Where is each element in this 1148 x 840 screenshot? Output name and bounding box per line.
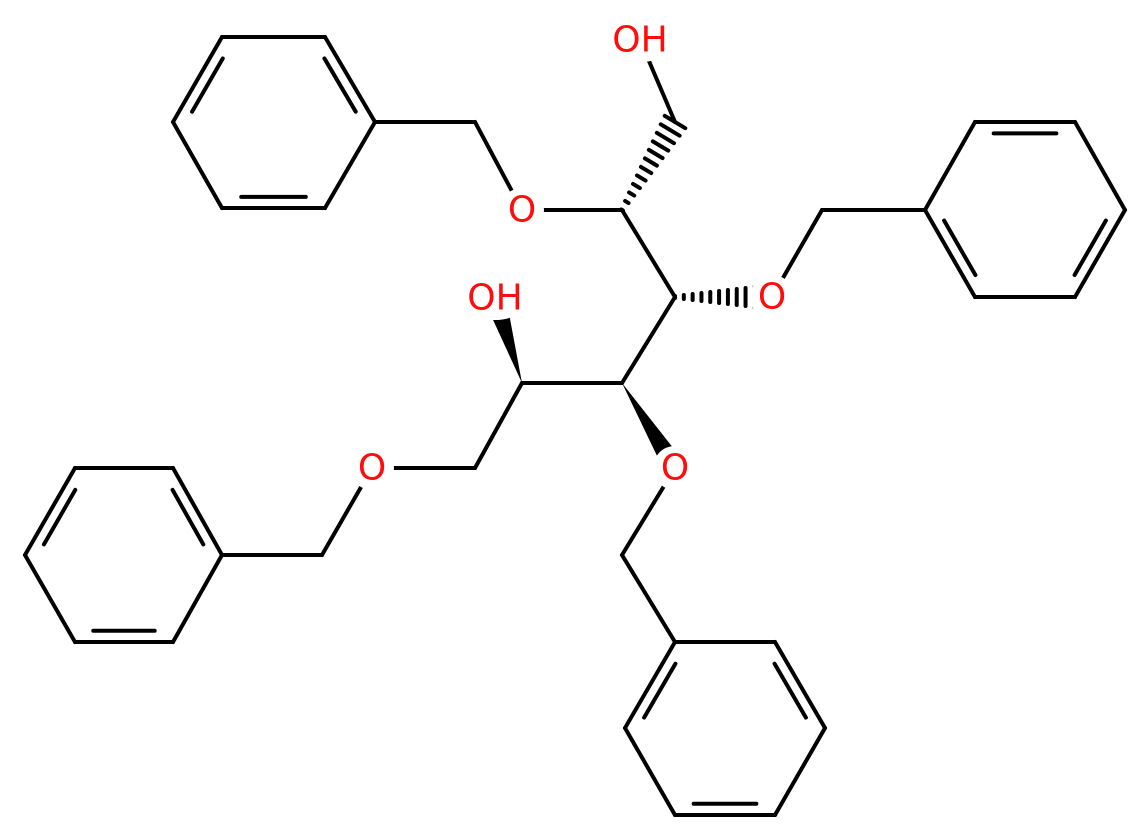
hashed-wedge	[623, 198, 631, 206]
bond	[473, 381, 524, 470]
atom-label: O	[508, 190, 536, 231]
bond	[620, 295, 677, 385]
bond	[323, 120, 377, 210]
hashed-wedge	[646, 147, 665, 161]
atom-label: O	[358, 448, 386, 489]
double-bond	[170, 487, 206, 547]
atom-label: OH	[467, 278, 522, 319]
bond	[623, 640, 677, 730]
bond	[923, 120, 977, 212]
hashed-wedge	[634, 173, 648, 183]
double-bond	[41, 487, 78, 547]
hashed-wedge	[638, 164, 654, 176]
bond	[171, 553, 224, 644]
hashed-wedge	[627, 190, 637, 198]
bond	[620, 208, 677, 299]
bond	[23, 553, 77, 644]
bond	[1073, 208, 1127, 299]
bond	[171, 466, 224, 557]
bond	[23, 466, 77, 557]
hashed-wedge	[650, 139, 671, 153]
label-background	[461, 276, 529, 320]
bond	[323, 35, 377, 124]
double-bond	[942, 218, 978, 278]
double-bond	[1072, 218, 1108, 278]
double-bond	[322, 56, 358, 114]
bond	[623, 726, 677, 817]
hashed-wedge	[631, 181, 642, 191]
atom-label: O	[758, 277, 786, 318]
atom-label: OH	[612, 20, 667, 61]
hashed-wedge	[662, 113, 688, 131]
label-background	[606, 18, 674, 62]
label-background	[653, 446, 697, 490]
double-bond	[772, 661, 808, 720]
bond	[773, 726, 827, 817]
bond	[620, 553, 677, 644]
hashed-wedge	[654, 130, 676, 146]
label-background	[750, 275, 794, 319]
bond	[171, 35, 224, 124]
bond	[773, 640, 827, 730]
bond	[923, 208, 977, 299]
double-bond	[190, 56, 225, 114]
label-background	[500, 188, 544, 232]
double-bond	[642, 661, 678, 720]
bond	[1073, 120, 1127, 212]
hashed-wedge	[642, 156, 659, 168]
atom-label: O	[661, 448, 689, 489]
bond	[171, 120, 224, 210]
hashed-wedge	[658, 122, 682, 138]
label-background	[350, 446, 394, 490]
